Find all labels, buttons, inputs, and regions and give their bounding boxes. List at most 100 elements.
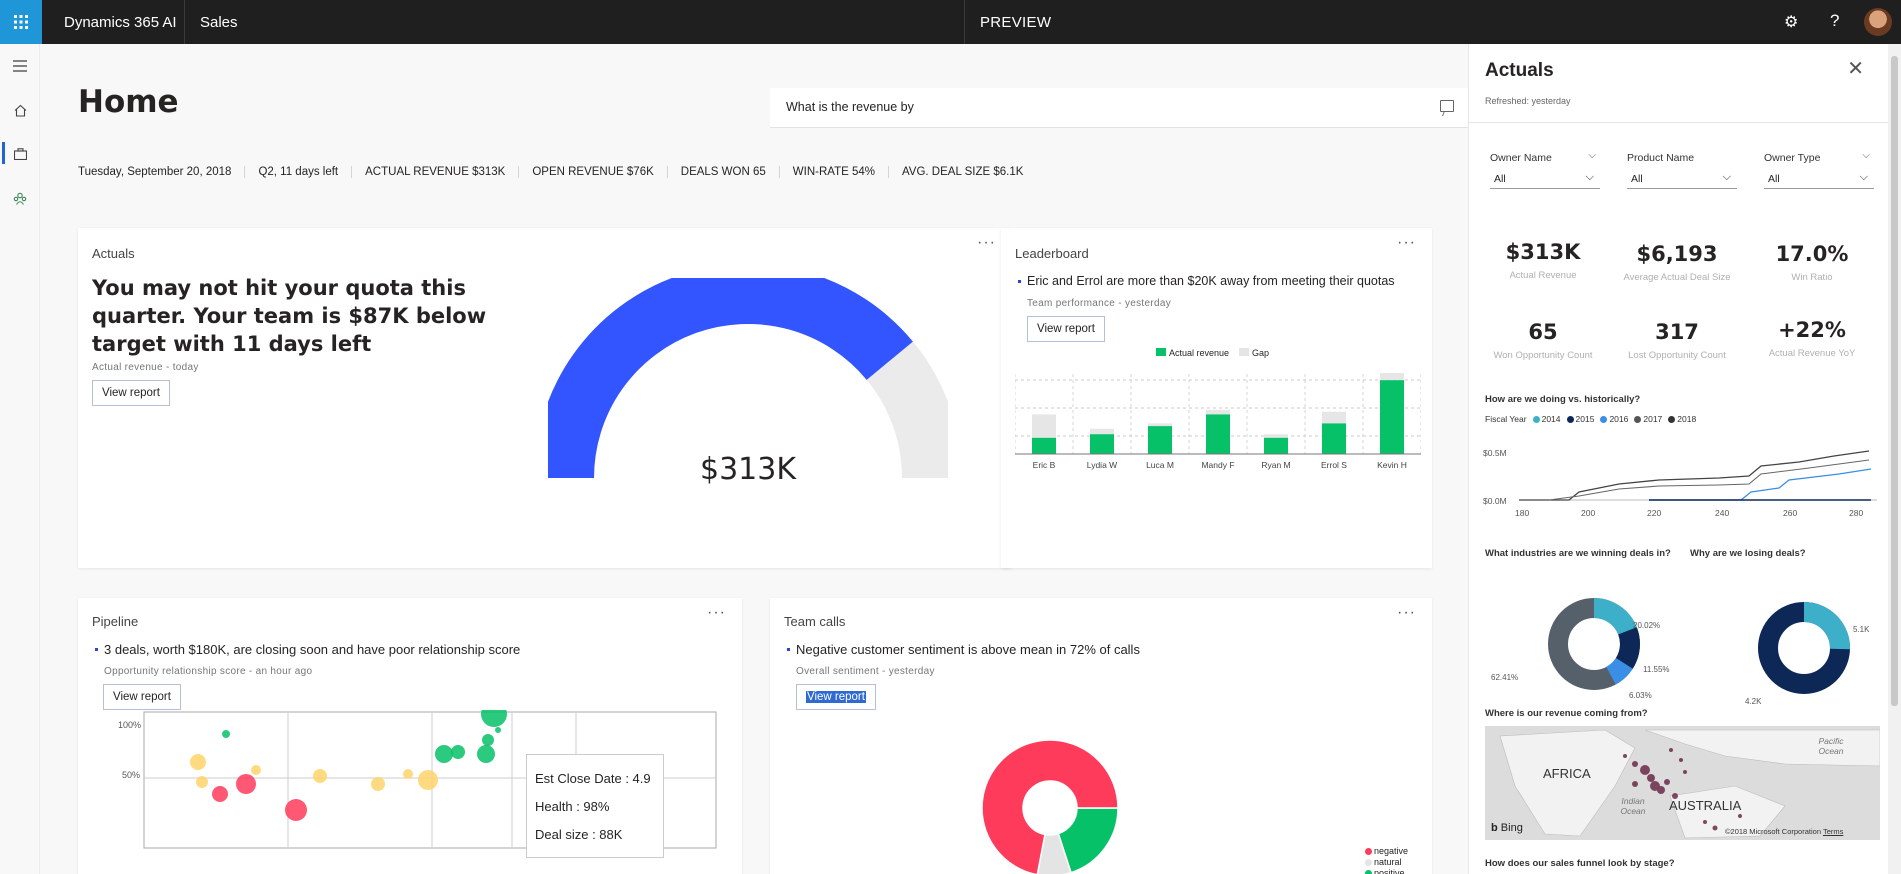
revenue-points (1623, 748, 1742, 831)
deal-bubble[interactable] (313, 769, 327, 783)
more-options-icon[interactable]: ··· (707, 604, 726, 621)
preview-label: PREVIEW (980, 14, 1052, 31)
deal-bubble[interactable] (435, 745, 453, 763)
donut-slice-5100 (1803, 602, 1850, 650)
map-label-pacific-ocean: Pacific Ocean (1818, 736, 1844, 756)
africa-shape (1499, 729, 1636, 837)
home-icon[interactable] (10, 100, 30, 120)
deal-bubble[interactable] (477, 745, 495, 763)
bar-actual[interactable] (1206, 414, 1230, 454)
x-tick-label: Luca M (1146, 460, 1174, 470)
historic-heading: How are we doing vs. historically? (1485, 394, 1641, 405)
bar-actual[interactable] (1148, 426, 1172, 454)
donut-slice-negative[interactable] (981, 739, 1119, 874)
briefcase-icon[interactable] (10, 144, 30, 164)
revenue-map[interactable]: AFRICA AUSTRALIA Indian Ocean Pacific Oc… (1485, 726, 1880, 840)
deal-bubble[interactable] (371, 777, 385, 791)
team-calls-insight: Negative customer sentiment is above mea… (787, 642, 1140, 657)
losing-donut (1758, 602, 1850, 694)
team-icon[interactable] (10, 188, 30, 208)
filter-select[interactable]: All ⌵ (1490, 170, 1600, 189)
card-subtitle: Team performance - yesterday (1027, 298, 1172, 309)
deal-bubble[interactable] (481, 710, 507, 727)
deal-bubble[interactable] (482, 734, 494, 746)
donut-slice-positive[interactable] (1057, 807, 1119, 874)
deal-bubble[interactable] (285, 799, 307, 821)
stat-win-ratio: 17.0% Win Ratio (1775, 242, 1849, 283)
help-icon[interactable]: ? (1830, 11, 1840, 30)
legend-item: natural (1365, 857, 1408, 868)
card-subtitle: Actual revenue - today (92, 362, 199, 373)
view-report-button[interactable]: View report (103, 684, 181, 710)
deal-bubble[interactable] (451, 745, 465, 759)
bar-gap (1148, 423, 1172, 427)
chevron-down-icon[interactable]: ⌵ (1862, 150, 1870, 161)
map-terms-link[interactable]: Terms (1822, 827, 1844, 836)
bar-actual[interactable] (1032, 437, 1056, 454)
stat-revenue-yoy: +22% Actual Revenue YoY (1768, 318, 1856, 359)
bar-actual[interactable] (1090, 434, 1114, 454)
card-subtitle: Overall sentiment - yesterday (796, 666, 935, 677)
deal-bubble[interactable] (495, 727, 501, 733)
bubble-tooltip: Est Close Date : 4.9 Health : 98% Deal s… (526, 754, 664, 858)
deal-bubble[interactable] (403, 769, 413, 779)
chevron-down-icon: ⌵ (1585, 171, 1594, 183)
legend-item: 2018 (1668, 414, 1696, 424)
nav-active-indicator (2, 142, 5, 164)
left-nav (0, 44, 40, 874)
view-report-button[interactable]: View report (1027, 316, 1105, 342)
y-tick-label: 50% (122, 770, 140, 780)
more-options-icon[interactable]: ··· (1397, 234, 1416, 251)
chevron-down-icon[interactable]: ⌵ (1588, 150, 1596, 161)
avatar[interactable] (1864, 8, 1892, 36)
industries-donut (1548, 598, 1640, 690)
svg-text:200: 200 (1581, 508, 1595, 518)
product-name-filter[interactable]: Product Name All ⌵ (1627, 152, 1737, 189)
svg-text:240: 240 (1715, 508, 1729, 518)
question-box[interactable]: What is the revenue by (770, 88, 1468, 128)
chevron-down-icon: ⌵ (1859, 171, 1868, 183)
more-options-icon[interactable]: ··· (977, 234, 996, 251)
gauge-fill (548, 278, 913, 479)
chat-icon[interactable] (1440, 100, 1454, 112)
owner-name-filter[interactable]: Owner Name ⌵ All ⌵ (1490, 150, 1600, 189)
deal-bubble[interactable] (236, 774, 256, 794)
view-report-button[interactable]: View report (92, 380, 170, 406)
app-launcher-icon[interactable] (0, 0, 42, 44)
scrollbar[interactable] (1888, 44, 1901, 874)
close-icon[interactable]: ✕ (1847, 58, 1864, 80)
donut-label: 62.41% (1491, 673, 1518, 682)
deal-bubble[interactable] (196, 776, 208, 788)
question-input[interactable]: What is the revenue by (786, 100, 914, 114)
svg-text:180: 180 (1515, 508, 1529, 518)
bar-actual[interactable] (1264, 437, 1288, 454)
deal-bubble[interactable] (222, 730, 230, 738)
bar-gap (1264, 434, 1288, 438)
bar-gap (1090, 428, 1114, 435)
view-report-button[interactable]: View report (796, 684, 876, 710)
scrollbar-thumb[interactable] (1891, 56, 1898, 706)
kpi-deals-won: DEALS WON 65 (666, 166, 779, 178)
stat-average-deal-size: $6,193 Average Actual Deal Size (1623, 242, 1731, 283)
filter-select[interactable]: All ⌵ (1764, 170, 1874, 189)
app-section[interactable]: Sales (200, 14, 238, 31)
donut-label: 4.2K (1745, 697, 1762, 706)
line-2018 (1548, 459, 1870, 501)
kpi-actual-revenue: ACTUAL REVENUE $313K (351, 166, 518, 178)
owner-type-filter[interactable]: Owner Type ⌵ All ⌵ (1764, 150, 1874, 189)
deal-bubble[interactable] (251, 765, 261, 775)
hamburger-menu-icon[interactable] (10, 56, 30, 76)
bar-gap (1032, 414, 1056, 438)
bar-actual[interactable] (1322, 423, 1346, 454)
app-title[interactable]: Dynamics 365 AI (64, 14, 177, 31)
bar-actual[interactable] (1380, 380, 1404, 454)
settings-gear-icon[interactable]: ⚙ (1784, 14, 1799, 31)
filter-select[interactable]: All ⌵ (1627, 170, 1737, 189)
deal-bubble[interactable] (418, 770, 438, 790)
card-title: Actuals (92, 246, 135, 261)
deal-bubble[interactable] (212, 786, 228, 802)
leaderboard-card: Leaderboard ··· Eric and Errol are more … (1001, 228, 1432, 568)
deal-bubble[interactable] (190, 754, 206, 770)
more-options-icon[interactable]: ··· (1397, 604, 1416, 621)
divider (964, 0, 965, 44)
